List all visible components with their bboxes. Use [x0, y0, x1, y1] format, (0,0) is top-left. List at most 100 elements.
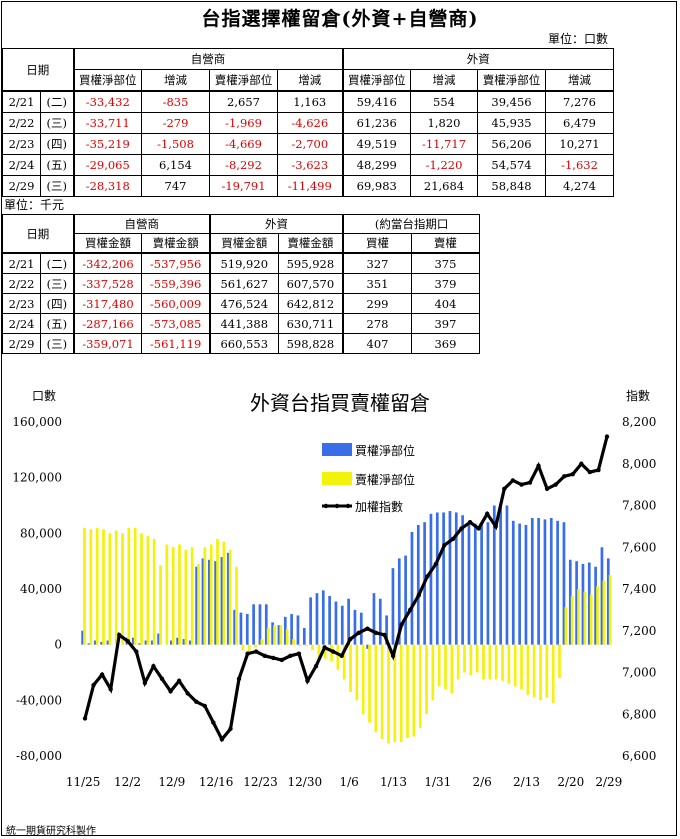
y-left-tick-label: 80,000: [20, 526, 62, 540]
call-bar: [404, 555, 407, 645]
unit-label-lots: 單位：口數: [548, 32, 609, 46]
index-point: [527, 480, 533, 485]
put-bar: [260, 639, 264, 645]
put-bar: [140, 533, 143, 645]
x-tick-label: 2/29: [595, 775, 622, 789]
y-left-tick-label: 160,000: [12, 415, 62, 429]
put-bar: [266, 627, 270, 645]
call-bar: [157, 633, 160, 645]
row-weekday: (三): [40, 112, 75, 134]
index-point: [536, 463, 541, 469]
put-bar: [596, 586, 599, 645]
put-bar: [494, 644, 498, 680]
put-bar: [216, 538, 219, 645]
call-bar: [87, 643, 91, 645]
put-bar: [311, 644, 314, 651]
table-cell: -1,220: [410, 154, 478, 176]
call-bar: [549, 518, 553, 645]
y-left-tick-label: 0: [54, 638, 62, 652]
row-date: 2/22: [2, 112, 41, 134]
call-bar: [220, 556, 224, 645]
put-bar: [127, 527, 131, 645]
index-point: [322, 645, 327, 650]
index-point: [433, 561, 439, 567]
x-tick-label: 12/16: [199, 775, 234, 789]
y-right-tick-label: 7,400: [622, 582, 656, 596]
x-tick-label: 12/9: [158, 775, 185, 789]
call-bar: [587, 562, 591, 645]
put-bar: [469, 644, 473, 676]
dealer-header: 自營商: [73, 48, 344, 70]
equivalent-header: (約當台指期口: [342, 214, 481, 234]
call-bar: [201, 558, 205, 645]
index-point: [211, 720, 216, 725]
index-point: [553, 482, 558, 487]
positions-table: 日期 自營商 外資 買權淨部位 增減 賣權淨部位 增減 買權淨部位 增減 賣權淨部位 增減 2…: [2, 48, 614, 197]
call-bar: [473, 523, 477, 645]
call-bar: [600, 547, 604, 645]
call-bar: [81, 630, 84, 645]
put-bar: [589, 594, 593, 645]
put-bar: [342, 644, 346, 680]
x-tick-label: 12/23: [243, 775, 278, 789]
put-bar: [520, 644, 523, 690]
index-point: [365, 626, 370, 631]
call-bar: [245, 614, 249, 645]
put-bar: [146, 536, 150, 645]
date-header: 日期: [2, 48, 75, 92]
call-bar: [150, 640, 154, 645]
table-row: 2/29 (三) -359,071 -561,119 660,553 598,828 407…: [1, 333, 481, 354]
put-bar: [323, 644, 327, 659]
put-bar: [393, 644, 397, 743]
table-cell: 554: [410, 90, 478, 113]
index-point: [117, 632, 122, 638]
put-bar: [247, 644, 251, 652]
put-bar: [355, 644, 359, 701]
put-bar: [380, 644, 384, 740]
put-bar: [349, 644, 352, 692]
index-point: [459, 526, 464, 531]
call-bar: [505, 505, 509, 645]
put-bar: [336, 644, 340, 670]
column-header: 增減: [141, 69, 210, 92]
index-point: [253, 649, 259, 654]
legend-swatch-call: [322, 443, 352, 456]
index-point: [587, 469, 593, 475]
call-bar: [606, 558, 610, 645]
call-bar: [277, 625, 281, 645]
call-bar: [252, 604, 255, 645]
index-point: [134, 649, 139, 654]
row-date: 2/23: [1, 293, 42, 314]
column-header: 買權淨部位: [342, 69, 411, 92]
index-point: [416, 593, 421, 598]
put-bar: [197, 563, 200, 645]
legend-label: 賣權淨部位: [355, 472, 415, 487]
call-bar: [461, 515, 464, 645]
table-cell: 369: [410, 333, 481, 354]
put-bar: [102, 529, 105, 645]
legend-marker: [334, 503, 340, 509]
index-point: [442, 542, 447, 548]
put-bar: [95, 527, 99, 645]
index-point: [544, 486, 550, 491]
index-point: [151, 664, 156, 669]
call-bar: [353, 609, 357, 645]
x-tick-label: 2/6: [473, 775, 492, 789]
table-row: 2/21 (二) -342,206 -537,956 519,920 595,928 327…: [1, 252, 481, 274]
date-header: 日期: [1, 214, 75, 254]
call-bar: [264, 604, 268, 645]
call-bar: [290, 614, 293, 645]
legend-label: 買權淨部位: [355, 443, 415, 458]
table-cell: 598,828: [277, 333, 345, 354]
index-point: [407, 607, 413, 613]
index-point: [604, 434, 610, 439]
table-cell: -573,085: [141, 313, 211, 334]
put-bar: [133, 527, 137, 645]
call-bar: [568, 559, 572, 645]
index-point: [279, 657, 285, 663]
call-bar: [435, 512, 439, 645]
call-bar: [448, 511, 452, 645]
put-bar: [456, 644, 460, 680]
put-bar: [488, 644, 492, 680]
